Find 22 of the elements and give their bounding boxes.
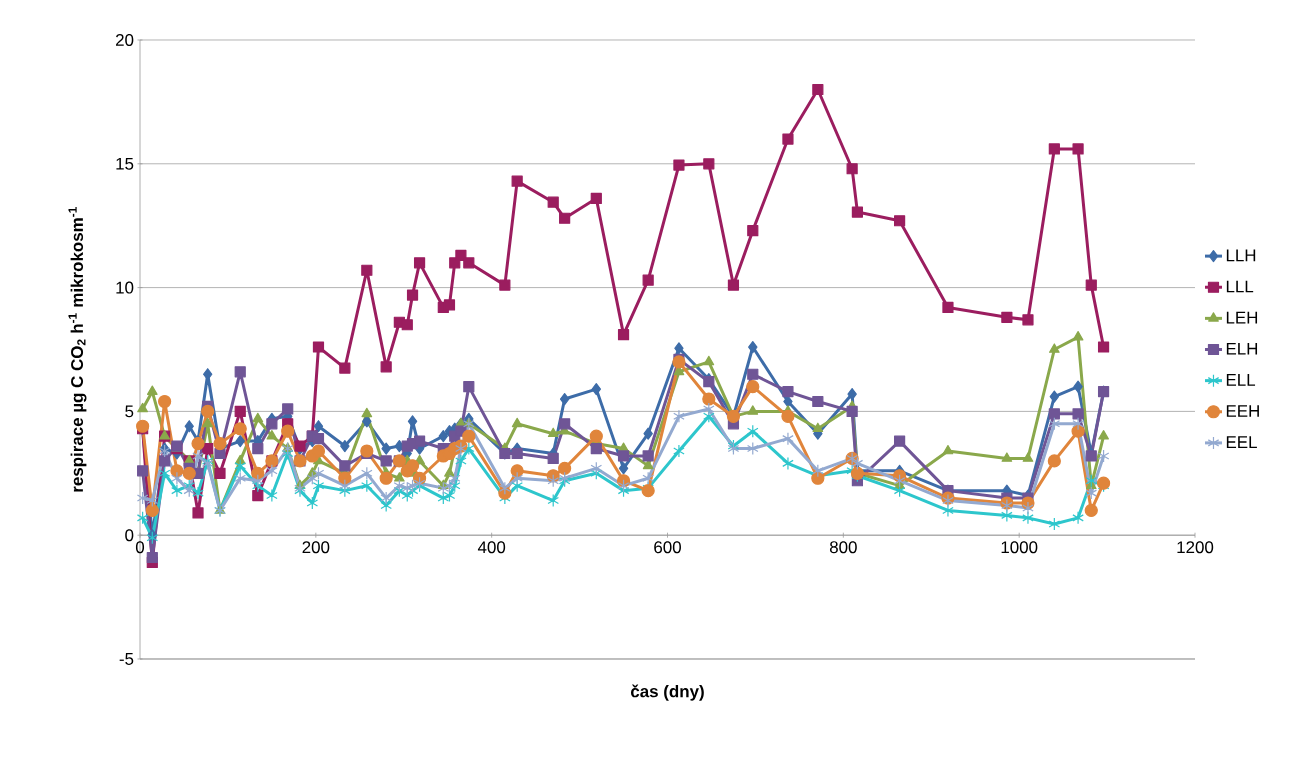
legend-label: LEH [1226,311,1258,324]
legend-label: LLH [1226,249,1256,262]
y-tick-label: 0 [125,529,134,542]
legend-label: ELH [1226,342,1258,355]
legend-label: ELL [1226,374,1256,386]
x-tick-label: 1200 [1177,541,1214,554]
y-tick-label: 20 [116,34,134,46]
legend-label: LLL [1226,280,1254,293]
legend-label: EEH [1226,405,1259,417]
y-axis-title: respirace µg C CO$_{2}$ h$^{-1}$ mikrokosm$^{-1}$ [68,207,87,492]
x-tick-label: 0 [135,541,145,554]
x-tick-label: 400 [477,541,506,554]
x-tick-label: 200 [302,541,330,554]
y-tick-label: 5 [125,405,134,418]
y-tick-label: 15 [116,157,134,170]
y-tick-label: 10 [116,281,134,294]
x-tick-label: 600 [654,541,681,554]
x-tick-label: 1000 [1001,541,1038,554]
y-tick-label: -5 [119,653,134,665]
x-tick-label: 800 [829,541,857,554]
x-axis-title: čas (dny) [630,684,704,701]
legend-label: EEL [1226,436,1257,448]
